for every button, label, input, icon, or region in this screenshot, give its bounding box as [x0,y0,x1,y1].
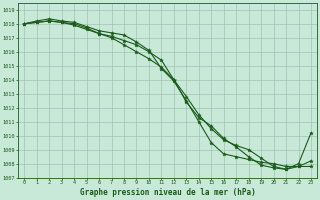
X-axis label: Graphe pression niveau de la mer (hPa): Graphe pression niveau de la mer (hPa) [80,188,255,197]
